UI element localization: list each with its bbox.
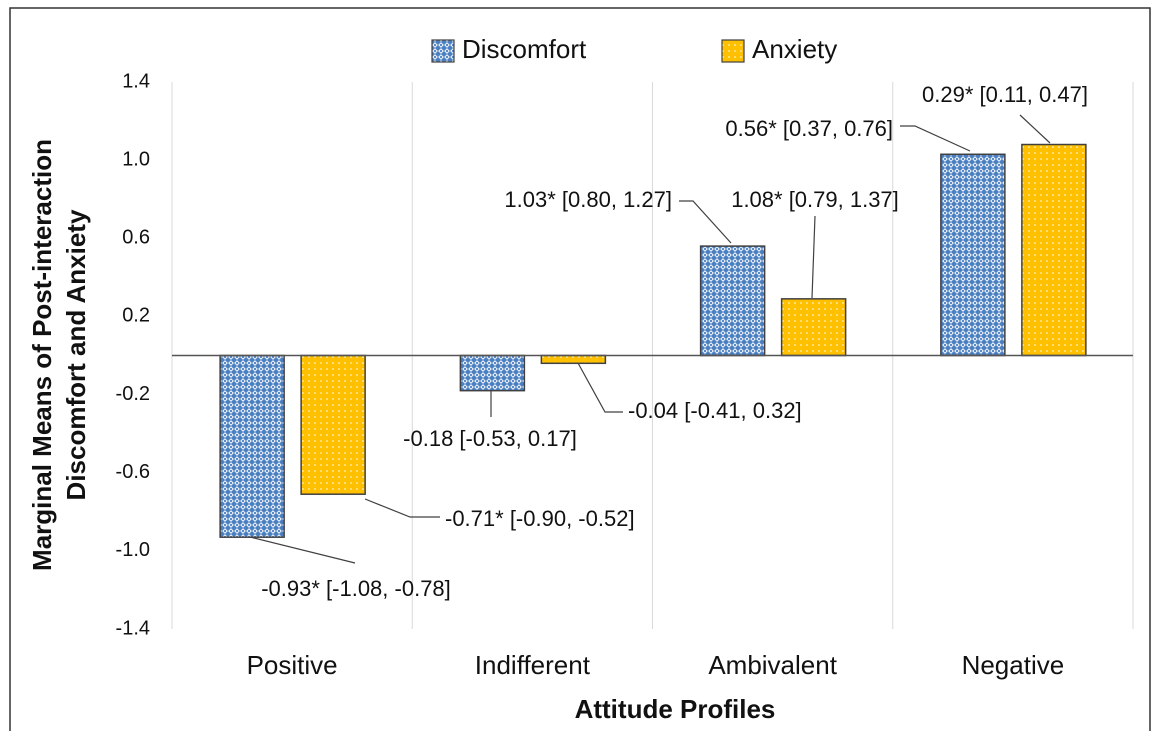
y-axis-title-line: Marginal Means of Post-interaction [27,139,57,571]
y-tick-label: -1.4 [116,617,150,639]
bar [219,354,285,538]
annotation-leader [1019,114,1051,144]
annotation: 1.08* [0.79, 1.37] [731,187,899,212]
annotation-leader [249,536,356,564]
x-tick-label: Ambivalent [708,650,837,680]
bar [780,298,847,357]
annotation-leader [679,200,732,244]
bar [1021,143,1087,357]
y-axis-title-line: Discomfort and Anxiety [61,209,91,500]
y-tick-label: -0.6 [116,461,150,483]
bar [940,153,1006,357]
bar [540,354,607,365]
legend-label: Anxiety [752,34,837,64]
annotation-leader [900,125,971,152]
y-tick-label: 1.4 [122,70,150,92]
annotation: -0.71* [-0.90, -0.52] [445,506,635,531]
annotation: 0.56* [0.37, 0.76] [725,116,893,141]
x-tick-label: Indifferent [475,650,591,680]
annotation-leader [811,215,816,299]
annotation-leader [577,362,623,413]
y-tick-label: 1.0 [122,148,150,170]
y-tick-label: 0.2 [122,305,150,327]
bar [459,354,526,392]
annotation: -0.93* [-1.08, -0.78] [261,576,451,601]
y-tick-label: -1.0 [116,539,150,561]
annotation-leader [364,498,440,518]
bar [699,245,766,357]
legend-swatch [721,39,745,63]
legend-swatch [431,39,455,63]
x-tick-label: Positive [247,650,338,680]
bar [300,354,366,495]
annotation: -0.18 [-0.53, 0.17] [403,426,577,451]
annotation: 0.29* [0.11, 0.47] [922,82,1088,107]
legend-label: Discomfort [462,34,587,64]
chart-border [9,7,1151,731]
y-tick-label: 0.6 [122,227,150,249]
y-axis-title: Marginal Means of Post-interaction Disco… [27,139,91,571]
x-axis-title: Attitude Profiles [575,694,776,724]
y-tick-label: -0.2 [116,383,150,405]
annotation: -0.04 [-0.41, 0.32] [628,398,802,423]
annotation: 1.03* [0.80, 1.27] [504,187,672,212]
x-tick-label: Negative [962,650,1065,680]
